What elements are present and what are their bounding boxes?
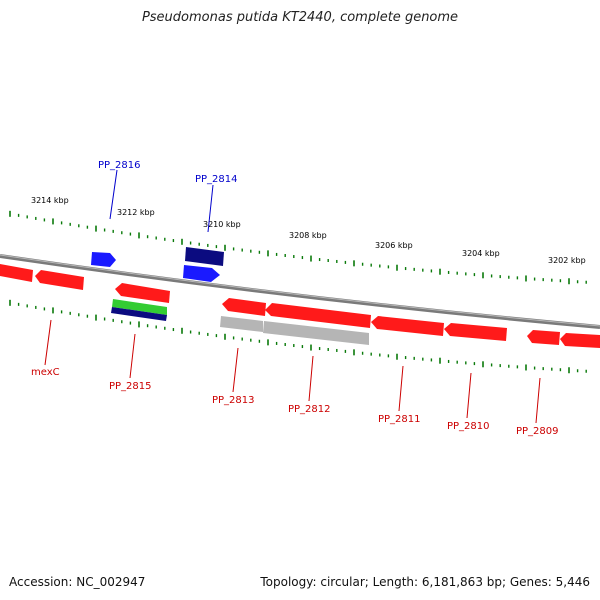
leader-pp2811 [398,365,404,412]
label-pp2816: PP_2816 [98,160,141,171]
genome-summary-text: Topology: circular; Length: 6,181,863 bp… [260,575,590,589]
leader-pp2810 [466,372,472,419]
label-pp2811: PP_2811 [378,414,421,425]
gene-pp2814-navy[interactable] [185,247,224,266]
gene-pp2810[interactable] [444,323,507,341]
label-pp2814: PP_2814 [195,174,238,185]
ruler-label-3212: 3212 kbp [117,208,155,217]
label-pp2815: PP_2815 [109,381,152,392]
leader-pp2813 [232,347,239,393]
top-strand-genes [91,247,224,282]
leader-pp2815 [129,333,136,379]
gene-red-c[interactable] [115,283,170,303]
gene-grey-a[interactable] [220,316,263,332]
gene-pp2811[interactable] [371,316,444,336]
leader-lines [44,169,541,424]
gene-pp2814-blue[interactable] [183,265,220,282]
leader-pp2814 [207,184,214,233]
map-title: Pseudomonas putida KT2440, complete geno… [141,10,459,25]
ruler-label-3214: 3214 kbp [31,196,69,205]
label-pp2813: PP_2813 [212,395,255,406]
leader-pp2809 [535,377,541,424]
gene-pp2816[interactable] [91,252,116,267]
label-mexc: mexC [31,367,60,378]
ruler-label-3206: 3206 kbp [375,241,413,250]
gene-pp2813[interactable] [222,298,266,316]
ruler-label-3204: 3204 kbp [462,249,500,258]
leader-mexc [44,319,52,366]
gene-pp2812[interactable] [265,303,371,328]
inner-tick-track [9,299,587,374]
ruler-label-3202: 3202 kbp [548,256,586,265]
leader-pp2812 [308,355,314,402]
leader-pp2816 [109,169,118,220]
accession-text: Accession: NC_002947 [9,575,146,589]
gene-pp2815-green[interactable] [112,299,167,315]
outer-tick-track [9,210,587,285]
genome-backbone-highlight [0,254,600,327]
gene-labels: PP_2816 PP_2814 mexC PP_2815 PP_2813 PP_… [31,160,559,437]
gene-mexc[interactable] [35,270,84,290]
label-pp2810: PP_2810 [447,421,490,432]
label-pp2812: PP_2812 [288,404,331,415]
gene-pp2815-navy[interactable] [111,307,167,321]
ruler-label-3210: 3210 kbp [203,220,241,229]
gene-red-k[interactable] [560,333,600,348]
gene-pp2809[interactable] [527,330,560,345]
gene-red-a[interactable] [0,264,33,282]
gene-grey-b[interactable] [263,321,369,345]
bottom-strand-genes [0,264,600,348]
label-pp2809: PP_2809 [516,426,559,437]
ruler-label-3208: 3208 kbp [289,231,327,240]
ruler-labels: 3214 kbp 3212 kbp 3210 kbp 3208 kbp 3206… [31,196,586,265]
genome-backbone [0,254,600,329]
